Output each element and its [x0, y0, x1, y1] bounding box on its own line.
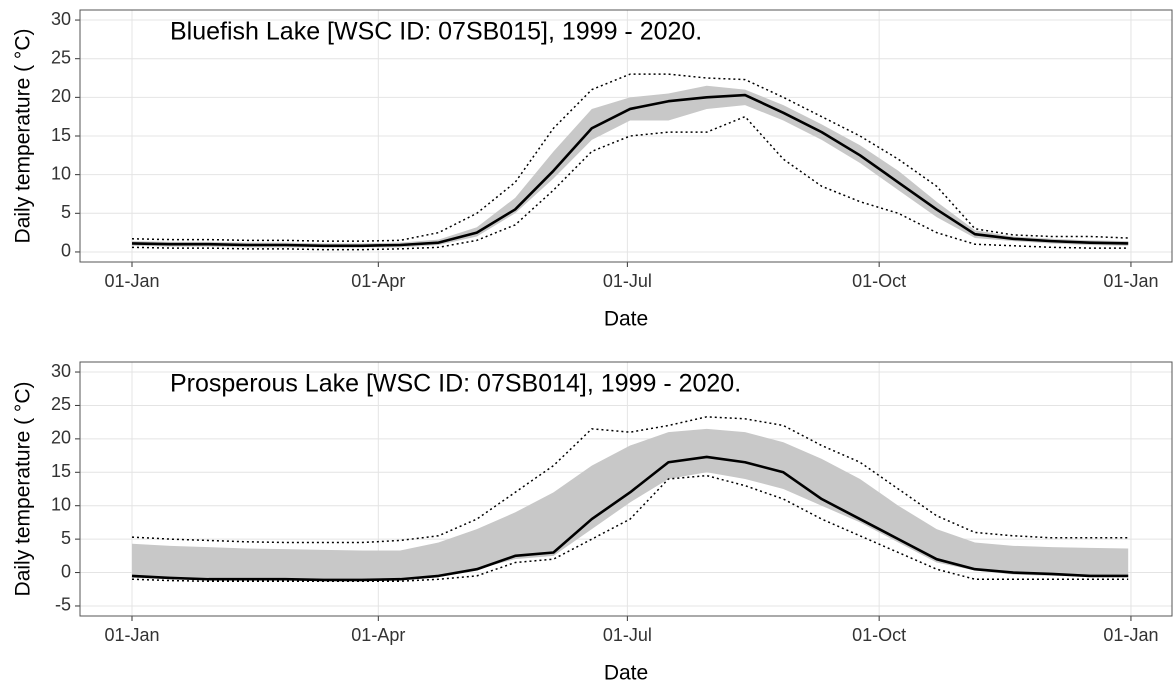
x-tick-label: 01-Jan [1103, 271, 1158, 291]
x-tick-label: 01-Jan [1103, 625, 1158, 645]
y-axis-title: Daily temperature ( °C) [12, 29, 35, 244]
range-line [131, 115, 1129, 251]
x-tick-label: 01-Jan [104, 271, 159, 291]
y-tick-label: 20 [51, 86, 71, 106]
y-tick-label: 25 [51, 394, 71, 414]
y-tick-label: 15 [51, 461, 71, 481]
y-tick-label: 0 [61, 241, 71, 261]
y-tick-label: 30 [51, 361, 71, 381]
chart-title: Prosperous Lake [WSC ID: 07SB014], 1999 … [170, 370, 741, 398]
y-tick-label: 20 [51, 428, 71, 448]
x-tick-label: 01-Jan [104, 625, 159, 645]
x-tick-label: 01-Oct [852, 625, 906, 645]
plot-border [79, 9, 1173, 263]
chart-title: Bluefish Lake [WSC ID: 07SB015], 1999 - … [170, 18, 702, 46]
mean-line [131, 455, 1129, 582]
range-line [131, 416, 1129, 544]
x-tick-label: 01-Apr [351, 271, 405, 291]
plot-border [79, 361, 1173, 617]
x-tick-label: 01-Oct [852, 271, 906, 291]
y-tick-label: 30 [51, 9, 71, 29]
y-tick-label: 25 [51, 47, 71, 67]
y-tick-label: -5 [55, 595, 71, 615]
y-tick-label: 5 [61, 202, 71, 222]
y-tick-label: 0 [61, 561, 71, 581]
x-axis-title: Date [604, 662, 648, 685]
y-axis-title: Daily temperature ( °C) [12, 382, 35, 597]
x-tick-label: 01-Apr [351, 625, 405, 645]
y-tick-label: 10 [51, 494, 71, 514]
range-band [132, 428, 1129, 580]
x-tick-label: 01-Jul [603, 271, 652, 291]
range-line [131, 73, 1129, 242]
range-line [131, 474, 1129, 582]
x-tick-label: 01-Jul [603, 625, 652, 645]
x-axis-title: Date [604, 308, 648, 331]
y-tick-label: 15 [51, 125, 71, 145]
mean-line [131, 93, 1129, 248]
y-tick-label: 10 [51, 163, 71, 183]
range-band [132, 85, 1129, 248]
y-tick-label: 5 [61, 528, 71, 548]
